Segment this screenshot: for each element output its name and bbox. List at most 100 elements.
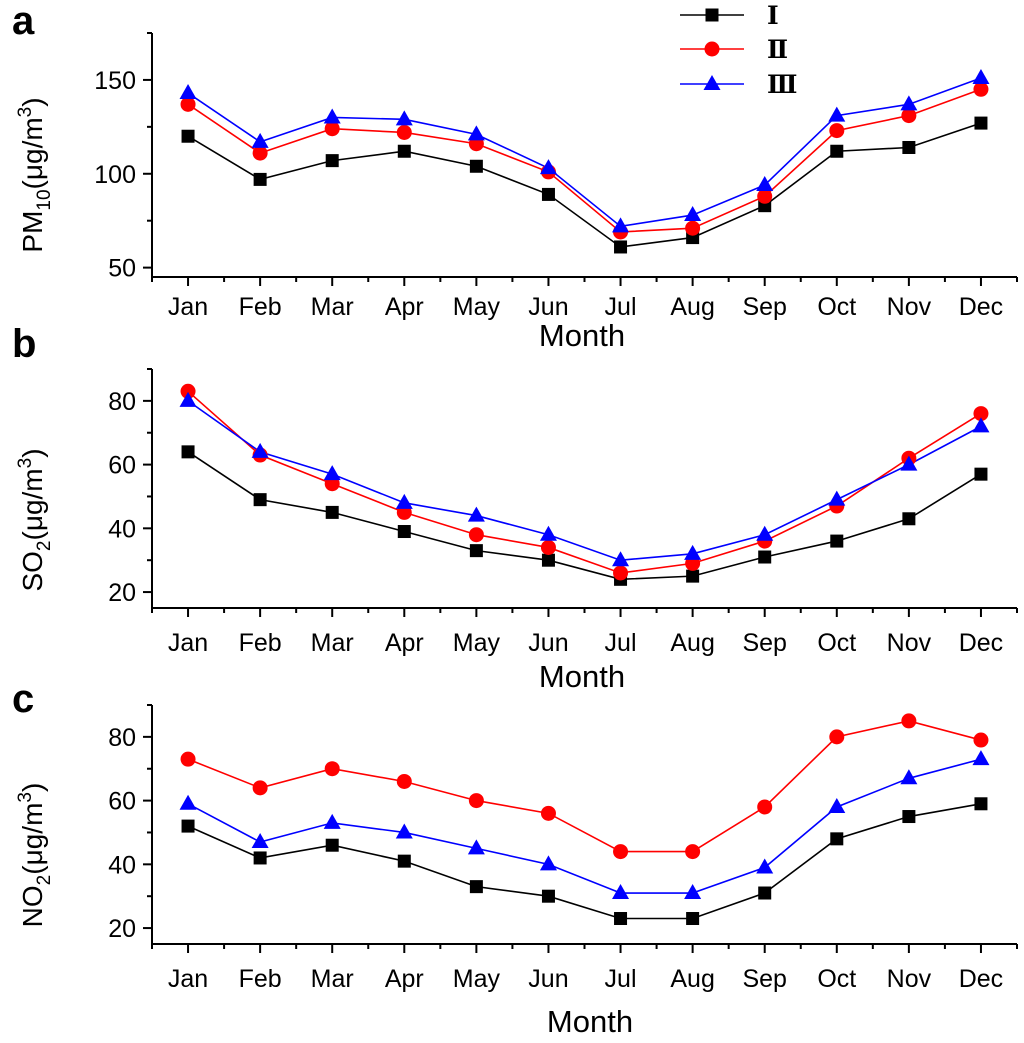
panel-c-ylabel-unit: (μg/m (17, 803, 48, 875)
panel-c-series-i-point (397, 854, 411, 868)
panel-c-series-iii-line (187, 758, 982, 894)
legend-label-i: Ⅰ (767, 1, 779, 30)
panel-a-x-tick-label: Nov (887, 293, 932, 321)
panel-b-series-i-point (541, 553, 555, 567)
panel-b-series-iii-point (612, 551, 630, 567)
panel-c-x-tick-label: Mar (311, 965, 354, 993)
panel-a-series-i-point (325, 154, 339, 168)
legend: Ⅰ Ⅱ Ⅲ (680, 1, 797, 99)
panel-a-x-tick-label: Apr (385, 293, 424, 321)
panel-b-x-tick-label: Oct (817, 629, 856, 657)
legend-marker-i (705, 8, 719, 22)
panel-b-series-iii-point (684, 544, 702, 560)
panel-b-x-tick-label: Jun (528, 629, 568, 657)
panel-b-ylabel-sup: 3 (15, 458, 36, 469)
panel-a-letter: a (12, 0, 35, 43)
panel-c-series-i-point (902, 810, 916, 824)
panel-a-ylabel-close: ) (17, 97, 48, 106)
panel-b-series-iii-point (251, 442, 269, 458)
panel-a-series-ii-point (252, 145, 268, 161)
panel-a-ylabel-sup: 3 (15, 107, 36, 118)
panel-c-series-i-point (686, 912, 700, 926)
panel-a-x-tick-label: Aug (670, 293, 714, 321)
panel-b-series-i-point (686, 569, 700, 583)
panel-c-ylabel-sup: 3 (15, 792, 36, 803)
panel-c-x-tick-label: Sep (742, 965, 786, 993)
panel-b-ylabel-close: ) (17, 448, 48, 457)
panel-a-series-iii-point (323, 108, 341, 124)
panel-c-series-i-point (614, 912, 628, 926)
panel-b-series-i-point (902, 512, 916, 526)
panel-c-series-iii-point (972, 750, 990, 766)
panel-a-series-i-point (974, 116, 988, 130)
panel-a-series-iii-point (900, 95, 918, 111)
legend-marker-iii (703, 75, 721, 90)
panel-b-ylabel-unit: (μg/m (17, 468, 48, 540)
panel-b-x-tick-label: May (453, 629, 501, 657)
panel-b-series-iii-point (467, 506, 485, 522)
panel-a-series-i-point (902, 140, 916, 154)
panel-c-series-ii-point (613, 844, 629, 860)
panel-c-x-tick-label: Jan (168, 965, 208, 993)
panel-b-series-iii-point (972, 417, 990, 433)
panel-b-series-i-point (397, 525, 411, 539)
panel-b-x-tick-label: Sep (742, 629, 786, 657)
panel-c: c Month NO2(μg/m3) Jan Feb Mar Apr May Jun Jul… (12, 677, 1018, 1039)
panel-a-series-i-line (187, 122, 982, 248)
panel-b-y-tick-label: 40 (108, 515, 136, 543)
panel-a-xlabel: Month (539, 318, 625, 353)
panel-a-series-i-point (397, 144, 411, 158)
panel-a-series-i-point (253, 172, 267, 186)
panel-b-series-ii-point (180, 383, 196, 399)
panel-c-letter: c (12, 677, 34, 721)
panel-c-series-i-point (758, 886, 772, 900)
panel-a-x-tick-label: Oct (817, 293, 856, 321)
panel-b-series-iii-point (179, 391, 197, 407)
panel-a-series-i-point (469, 159, 483, 173)
panel-a-series-i-point (181, 129, 195, 143)
panel-a-series-i-point (830, 144, 844, 158)
panel-b-x-tick-label: Aug (670, 629, 714, 657)
legend-label-ii: Ⅱ (767, 35, 788, 64)
panel-b-series-i-point (974, 467, 988, 481)
panel-b-x-tick-label: Feb (239, 629, 282, 657)
panel-c-series-iii-point (900, 769, 918, 785)
panel-b-series-iii-point (900, 455, 918, 471)
panel-c-series-i-line (187, 802, 982, 920)
panel-c-series-ii-point (252, 780, 268, 796)
panel-a-x-tick-label: Jul (605, 293, 637, 321)
panel-b-x-tick-label: Mar (311, 629, 354, 657)
panel-c-series-iii-point (179, 794, 197, 810)
panel-c-xlabel: Month (547, 1004, 633, 1039)
panel-a-series-iii-point (972, 69, 990, 85)
panel-b-series-i-point (253, 493, 267, 507)
panel-c-series-iii-point (539, 855, 557, 871)
panel-c-series-ii-point (829, 729, 845, 745)
panel-c-ylabel: NO2(μg/m3) (15, 783, 55, 928)
panel-b-series-iii-point (828, 490, 846, 506)
panel-b-y-tick-label: 80 (108, 388, 136, 416)
panel-a-x-tick-label: Jun (528, 293, 568, 321)
panel-c-x-tick-label: Jun (528, 965, 568, 993)
panel-b-series-i-point (181, 445, 195, 459)
panel-c-series-ii-point (540, 805, 556, 821)
panel-b-y-tick-label: 20 (108, 579, 136, 607)
panel-c-series-iii-point (251, 833, 269, 849)
panel-c-x-tick-label: Jul (605, 965, 637, 993)
legend-label-iii: Ⅲ (767, 70, 797, 99)
panel-a-series-i-point (614, 240, 628, 254)
panel-b-series-i-point (325, 505, 339, 519)
panel-a-ylabel-main: PM (17, 211, 48, 253)
panel-b-series-i-line (187, 451, 982, 581)
panel-c-series-ii-point (757, 799, 773, 815)
panel-c-x-tick-label: Feb (239, 965, 282, 993)
panel-c-y-tick-label: 40 (108, 851, 136, 879)
panel-c-series-i-point (181, 819, 195, 833)
panel-a-x-tick-label: Feb (239, 293, 282, 321)
panel-a-series-ii-point (685, 220, 701, 236)
panel-c-series-i-point (830, 832, 844, 846)
panel-b-y-tick-label: 60 (108, 452, 136, 480)
panel-c-series-iii-point (323, 813, 341, 829)
panel-c-series-ii-point (324, 761, 340, 777)
